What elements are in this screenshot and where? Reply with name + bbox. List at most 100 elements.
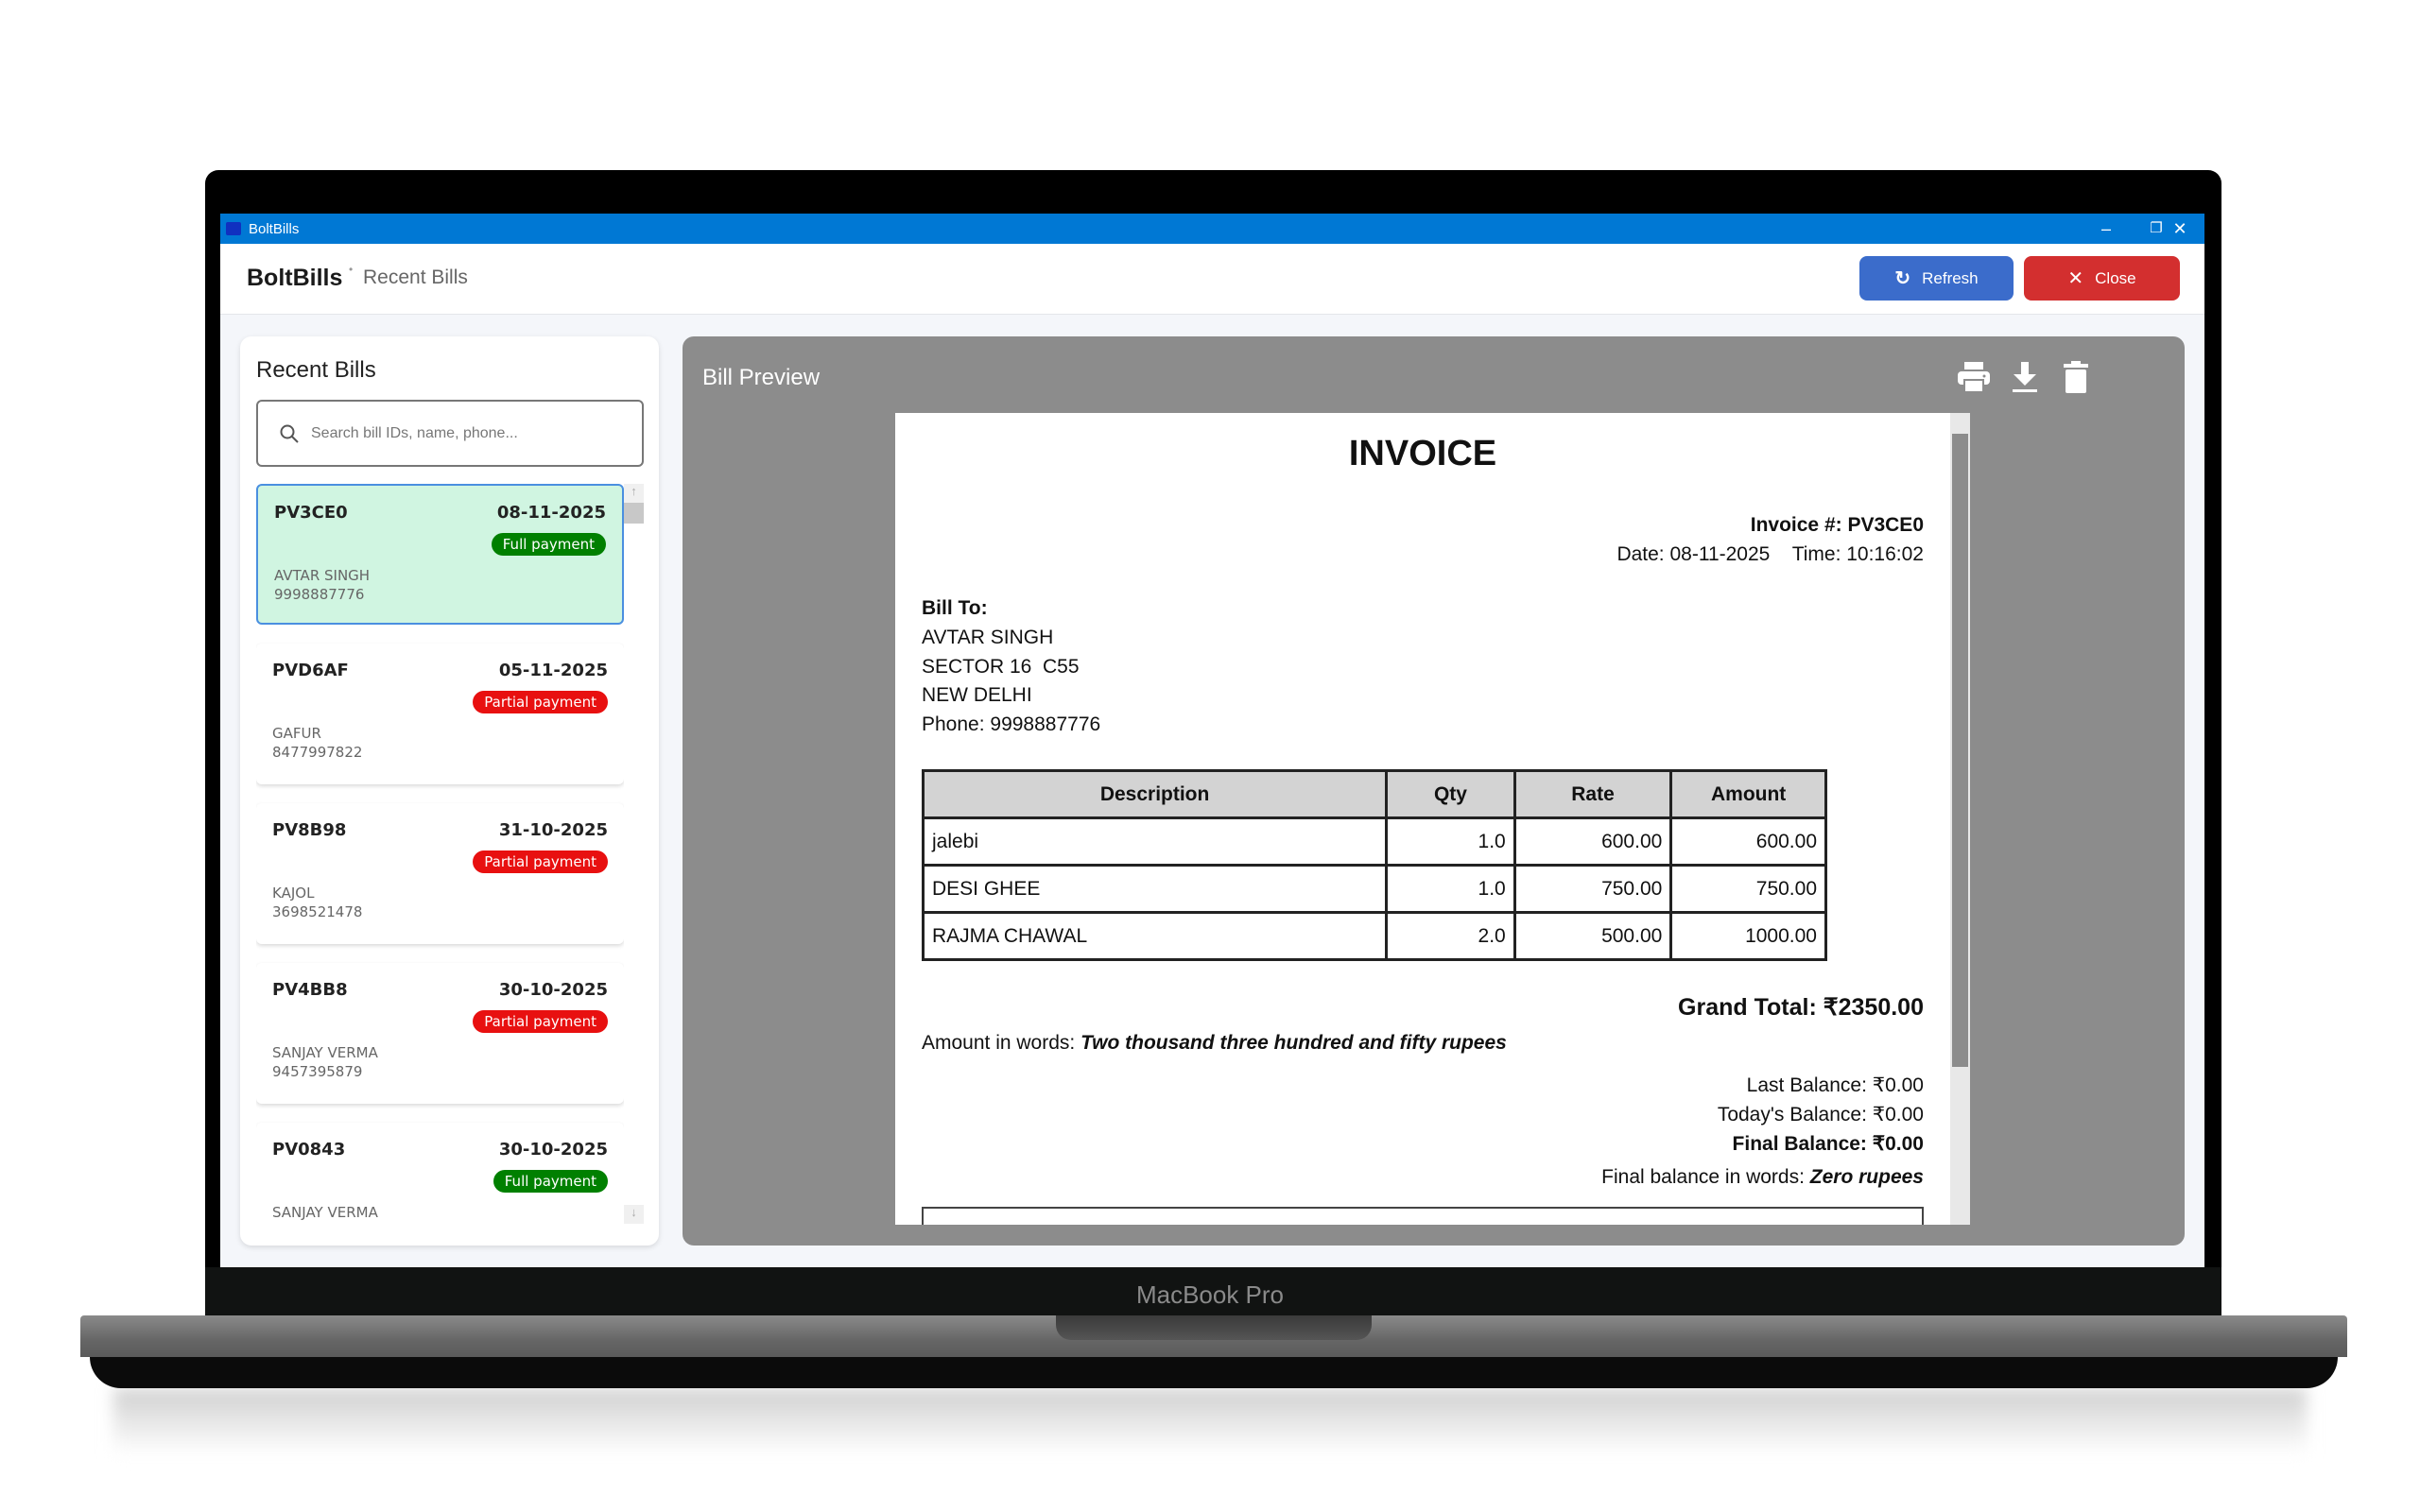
app-name: BoltBills bbox=[247, 265, 343, 291]
item-rate: 750.00 bbox=[1512, 864, 1673, 914]
invoice-date-time: Date: 08-11-2025 Time: 10:16:02 bbox=[1616, 543, 1924, 566]
bill-id: PV3CE0 bbox=[274, 503, 348, 523]
amount-words-value: Two thousand three hundred and fifty rup… bbox=[1080, 1032, 1507, 1054]
item-amount: 1000.00 bbox=[1669, 911, 1827, 961]
bill-card[interactable]: PV3CE0 08-11-2025 Full payment AVTAR SIN… bbox=[256, 484, 624, 625]
download-icon[interactable] bbox=[2007, 361, 2043, 397]
customer-phone: 3698521478 bbox=[272, 903, 363, 920]
bill-list-scrollbar[interactable]: ↑ ↓ bbox=[624, 484, 644, 1224]
item-qty: 2.0 bbox=[1385, 911, 1516, 961]
search-placeholder: Search bill IDs, name, phone... bbox=[311, 424, 518, 441]
item-rate: 600.00 bbox=[1512, 816, 1673, 867]
bill-to-label: Bill To: bbox=[922, 597, 988, 619]
customer-phone: 9457395879 bbox=[272, 1063, 363, 1080]
bill-date: 30-10-2025 bbox=[498, 1140, 608, 1160]
grand-total: Grand Total: ₹2350.00 bbox=[1678, 994, 1924, 1021]
bill-list: PV3CE0 08-11-2025 Full payment AVTAR SIN… bbox=[256, 484, 624, 1224]
bill-id: PV0843 bbox=[272, 1140, 346, 1160]
app-logo-icon bbox=[226, 222, 241, 235]
table-header-row: Description Qty Rate Amount bbox=[921, 769, 1827, 819]
status-badge: Partial payment bbox=[473, 1010, 608, 1033]
title-bar: BoltBills – ❐ ✕ bbox=[220, 214, 2204, 244]
minimize-button[interactable]: – bbox=[2100, 219, 2111, 238]
app-window: BoltBills – ❐ ✕ BoltBills • Recent Bills… bbox=[220, 214, 2204, 1267]
final-balance: Final Balance: ₹0.00 bbox=[1732, 1133, 1924, 1155]
laptop-shadow bbox=[113, 1388, 2307, 1454]
customer-name: SANJAY VERMA bbox=[272, 1204, 378, 1221]
table-row: RAJMA CHAWAL 2.0 500.00 1000.00 bbox=[921, 911, 1827, 961]
item-amount: 600.00 bbox=[1669, 816, 1827, 867]
customer-name: GAFUR bbox=[272, 725, 321, 742]
bill-date: 08-11-2025 bbox=[496, 503, 606, 523]
customer-name: KAJOL bbox=[272, 885, 315, 902]
preview-title: Bill Preview bbox=[702, 365, 821, 390]
window-title: BoltBills bbox=[249, 220, 300, 237]
bill-card[interactable]: PV4BB8 30-10-2025 Partial payment SANJAY… bbox=[256, 963, 624, 1104]
todays-balance: Today's Balance: ₹0.00 bbox=[1717, 1104, 1924, 1125]
last-balance: Last Balance: ₹0.00 bbox=[1746, 1074, 1924, 1096]
bill-id: PV8B98 bbox=[272, 820, 347, 840]
status-badge: Partial payment bbox=[473, 850, 608, 873]
item-description: DESI GHEE bbox=[921, 864, 1389, 914]
panel-title: Recent Bills bbox=[256, 357, 376, 383]
search-input[interactable]: Search bill IDs, name, phone... bbox=[256, 400, 644, 467]
invoice-time: Time: 10:16:02 bbox=[1791, 543, 1924, 565]
print-icon[interactable] bbox=[1956, 361, 1992, 397]
customer-address-1: SECTOR 16 C55 bbox=[922, 656, 1080, 678]
amount-words-label: Amount in words: bbox=[922, 1032, 1081, 1054]
restore-button[interactable]: ❐ bbox=[2150, 220, 2163, 236]
refresh-icon: ↻ bbox=[1894, 268, 1911, 289]
final-words-label: Final balance in words: bbox=[1601, 1166, 1810, 1188]
bill-card[interactable]: PV0843 30-10-2025 Full payment SANJAY VE… bbox=[256, 1123, 624, 1224]
status-badge: Full payment bbox=[493, 1170, 608, 1193]
close-button[interactable]: ✕ Close bbox=[2024, 256, 2180, 301]
customer-name: AVTAR SINGH bbox=[922, 627, 1054, 648]
item-description: RAJMA CHAWAL bbox=[921, 911, 1389, 961]
status-badge: Full payment bbox=[491, 533, 606, 556]
breadcrumb: Recent Bills bbox=[363, 266, 468, 288]
customer-address-2: NEW DELHI bbox=[922, 684, 1032, 706]
search-icon bbox=[280, 424, 299, 443]
trash-icon[interactable] bbox=[2058, 361, 2094, 397]
item-description: jalebi bbox=[921, 816, 1389, 867]
recent-bills-panel: Recent Bills Search bill IDs, name, phon… bbox=[240, 336, 659, 1246]
customer-name: SANJAY VERMA bbox=[272, 1044, 378, 1061]
refresh-label: Refresh bbox=[1922, 268, 1979, 287]
amount-in-words: Amount in words: Two thousand three hund… bbox=[922, 1032, 1507, 1055]
customer-phone: Phone: 9998887776 bbox=[922, 713, 1101, 735]
table-row: DESI GHEE 1.0 750.00 750.00 bbox=[921, 864, 1827, 914]
close-icon: ✕ bbox=[2067, 268, 2084, 289]
final-balance-words: Final balance in words: Zero rupees bbox=[1601, 1166, 1924, 1189]
invoice-document: INVOICE Invoice #: PV3CE0 Date: 08-11-20… bbox=[895, 413, 1950, 1225]
laptop-base-bottom bbox=[90, 1357, 2338, 1388]
invoice-number: Invoice #: PV3CE0 bbox=[1750, 514, 1924, 536]
status-badge: Partial payment bbox=[473, 691, 608, 713]
table-row: jalebi 1.0 600.00 600.00 bbox=[921, 816, 1827, 867]
window-close-button[interactable]: ✕ bbox=[2172, 219, 2187, 238]
invoice-heading: INVOICE bbox=[1348, 434, 1497, 473]
close-label: Close bbox=[2095, 268, 2136, 287]
scroll-down-icon[interactable]: ↓ bbox=[624, 1205, 644, 1224]
column-header: Description bbox=[921, 769, 1389, 819]
preview-scroll-thumb[interactable] bbox=[1952, 434, 1968, 1067]
invoice-date: Date: 08-11-2025 bbox=[1616, 543, 1771, 565]
item-amount: 750.00 bbox=[1669, 864, 1827, 914]
device-label: MacBook Pro bbox=[1135, 1280, 1285, 1309]
item-qty: 1.0 bbox=[1385, 816, 1516, 867]
app-header: BoltBills • Recent Bills ↻ Refresh ✕ Close bbox=[220, 244, 2204, 315]
scroll-up-icon[interactable]: ↑ bbox=[624, 484, 644, 503]
bill-id: PVD6AF bbox=[272, 661, 349, 680]
bill-card[interactable]: PVD6AF 05-11-2025 Partial payment GAFUR … bbox=[256, 644, 624, 784]
final-words-value: Zero rupees bbox=[1809, 1166, 1924, 1188]
customer-name: AVTAR SINGH bbox=[274, 567, 371, 584]
customer-phone: 8477997822 bbox=[272, 744, 363, 761]
item-rate: 500.00 bbox=[1512, 911, 1673, 961]
bill-card[interactable]: PV8B98 31-10-2025 Partial payment KAJOL … bbox=[256, 803, 624, 944]
item-qty: 1.0 bbox=[1385, 864, 1516, 914]
footer-box bbox=[922, 1207, 1924, 1225]
column-header: Qty bbox=[1385, 769, 1516, 819]
refresh-button[interactable]: ↻ Refresh bbox=[1859, 256, 2014, 301]
bill-preview-panel: Bill Preview INVOICE Invoice #: PV3CE0 D… bbox=[683, 336, 2185, 1246]
scroll-thumb[interactable] bbox=[624, 503, 644, 524]
breadcrumb-separator: • bbox=[349, 263, 354, 276]
